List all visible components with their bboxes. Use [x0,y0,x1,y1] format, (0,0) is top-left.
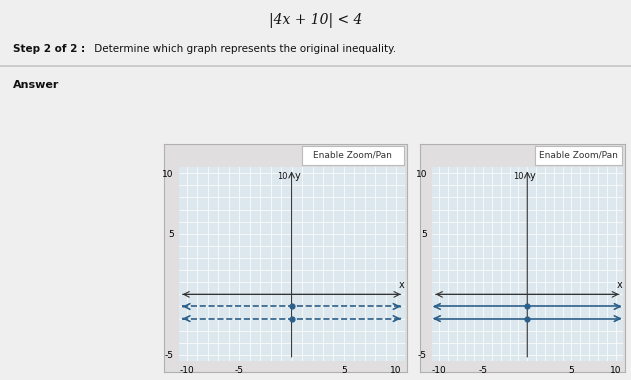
Text: Answer: Answer [13,80,59,90]
Text: y: y [294,171,300,181]
Text: 10: 10 [513,172,524,181]
Text: 10: 10 [277,172,287,181]
Text: x: x [617,280,623,290]
Text: y: y [529,171,535,181]
Text: Step 2 of 2 :: Step 2 of 2 : [13,44,85,54]
Text: Enable Zoom/Pan: Enable Zoom/Pan [314,151,392,160]
Text: Enable Zoom/Pan: Enable Zoom/Pan [539,151,618,160]
Text: Determine which graph represents the original inequality.: Determine which graph represents the ori… [91,44,397,54]
Text: x: x [399,280,404,290]
Text: |4x + 10| < 4: |4x + 10| < 4 [269,13,362,28]
